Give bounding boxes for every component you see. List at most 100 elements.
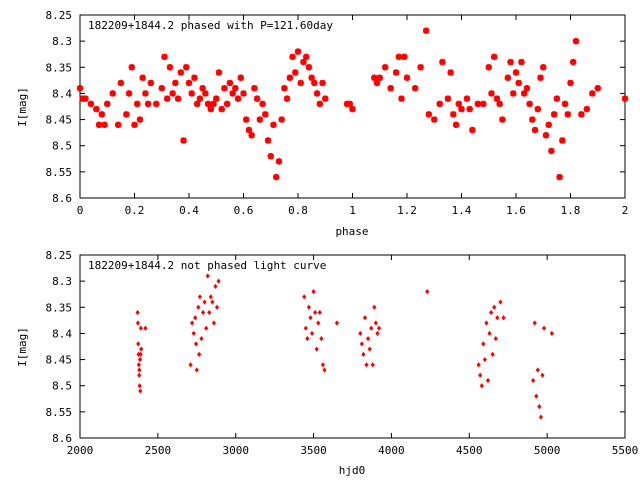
phased-y-axis-label: I[mag]	[16, 87, 29, 127]
phased-data-point	[403, 74, 411, 81]
phased-data-point	[322, 95, 329, 102]
phased-data-point	[523, 85, 531, 92]
phased-data-point	[221, 85, 228, 92]
phased-data-point	[507, 58, 514, 66]
phased-data-point	[243, 116, 250, 123]
phased-data-point	[392, 69, 400, 76]
phased-x-tick-label: 1.4	[452, 204, 472, 217]
phased-data-point	[174, 95, 182, 102]
unphased-data-point	[196, 304, 201, 310]
phased-data-point	[267, 152, 274, 160]
phased-data-point	[455, 100, 462, 108]
unphased-data-point	[314, 346, 319, 352]
phased-data-point	[185, 79, 193, 87]
phased-data-point	[542, 132, 550, 139]
phased-y-tick-label: 8.4	[52, 87, 72, 100]
phased-data-point	[82, 95, 89, 102]
unphased-data-point	[492, 304, 497, 310]
phased-data-point	[123, 111, 130, 118]
phased-data-point	[439, 58, 446, 66]
unphased-data-point	[138, 325, 143, 331]
phased-data-point	[158, 85, 165, 92]
unphased-data-point	[135, 320, 141, 326]
unphased-data-point	[306, 304, 311, 310]
unphased-data-point	[303, 325, 308, 331]
phased-x-axis-label: phase	[335, 225, 368, 238]
unphased-data-point	[476, 362, 481, 368]
phased-data-point	[515, 79, 522, 87]
unphased-data-point	[495, 315, 500, 321]
unphased-data-point	[375, 330, 380, 337]
phased-data-point	[316, 100, 323, 108]
phased-data-point	[281, 85, 288, 92]
unphased-plot-panel: 182209+1844.2 not phased light curve hjd…	[16, 249, 638, 477]
phased-data-point	[134, 100, 141, 108]
phased-y-tick-label: 8.3	[52, 35, 72, 48]
unphased-data-point	[320, 362, 325, 368]
phased-data-point	[463, 95, 471, 102]
phased-data-point	[256, 116, 264, 123]
unphased-data-point	[359, 341, 364, 347]
phased-data-point	[204, 100, 212, 108]
phased-data-point	[87, 100, 95, 108]
phased-data-point	[215, 69, 223, 76]
phased-data-point	[452, 121, 460, 128]
unphased-data-point	[481, 341, 486, 347]
phased-data-point	[207, 105, 214, 113]
phased-data-point	[570, 58, 577, 66]
phased-data-point	[349, 105, 356, 113]
phased-data-point	[553, 95, 561, 102]
unphased-data-point	[138, 388, 143, 394]
unphased-data-point	[535, 367, 540, 373]
phased-x-tick-label: 1.8	[561, 204, 581, 217]
phased-data-point	[466, 105, 473, 113]
unphased-data-point	[425, 289, 430, 295]
phased-data-point	[431, 116, 438, 123]
phased-data-point	[480, 100, 487, 108]
phased-data-point	[131, 121, 138, 128]
phased-data-point	[169, 90, 176, 97]
phased-data-point	[387, 85, 394, 92]
phased-data-point	[223, 100, 231, 108]
phased-ticks: 0 0.2 0.4 0.6 0.8 1 1.2 1.4 1.6 1.8 2 8.25 8.3 8.35 8.…	[46, 9, 629, 217]
phased-data-point	[425, 111, 432, 118]
phased-data-point	[371, 74, 378, 81]
phased-data-point	[213, 95, 220, 102]
unphased-data-point	[489, 309, 494, 316]
unphased-x-tick-label: 4500	[456, 444, 483, 457]
phased-data-point	[398, 95, 405, 102]
phased-x-tick-label: 1	[349, 204, 356, 217]
unphased-data-point	[478, 372, 483, 378]
phased-data-point	[125, 90, 133, 97]
unphased-data-point	[361, 351, 366, 357]
phased-data-point	[196, 95, 204, 102]
unphased-data-point	[191, 330, 196, 337]
phased-data-point	[488, 90, 495, 97]
phased-data-point	[275, 158, 283, 165]
unphased-data-point	[205, 273, 210, 279]
unphased-data-point	[309, 330, 315, 337]
phased-data-point	[153, 100, 160, 108]
phased-data-point	[444, 95, 452, 102]
phased-data-point	[346, 100, 353, 108]
phased-data-point	[556, 173, 563, 181]
phased-data-point	[76, 85, 84, 92]
phased-data-point	[273, 173, 280, 181]
unphased-data-point	[487, 330, 492, 337]
phased-data-point	[164, 95, 171, 102]
phased-data-point	[234, 95, 242, 102]
unphased-x-tick-label: 5500	[612, 444, 639, 457]
phased-data-point	[193, 100, 201, 108]
unphased-data-point	[213, 283, 218, 289]
phased-data-point	[417, 64, 424, 71]
unphased-x-axis-label: hjd0	[339, 464, 366, 477]
phased-data-point	[283, 95, 291, 102]
unphased-data-point	[305, 336, 310, 342]
unphased-data-point	[493, 336, 498, 342]
unphased-data-point	[549, 330, 554, 337]
phased-data-point	[474, 100, 482, 108]
phased-data-point	[218, 105, 225, 113]
phased-data-point	[232, 85, 239, 92]
phased-data-point	[531, 126, 539, 134]
phased-data-point	[529, 116, 536, 123]
